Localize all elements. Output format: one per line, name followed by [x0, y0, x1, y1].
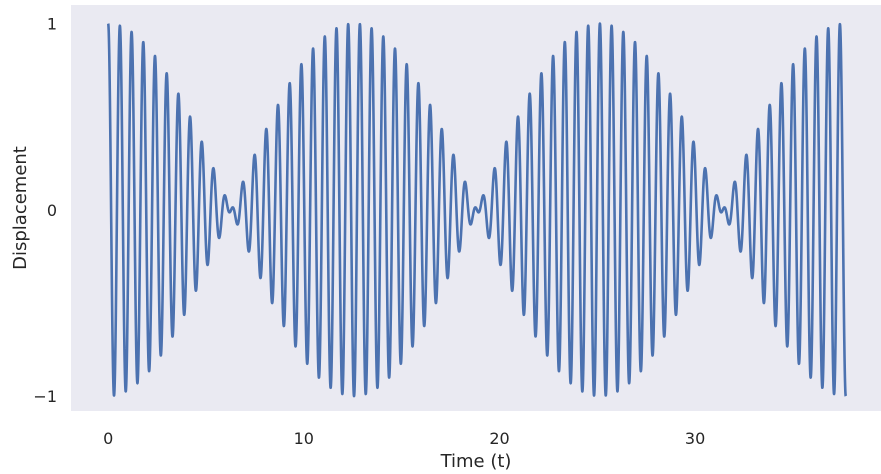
series-line-1: [106, 22, 847, 398]
x-tick-label: 0: [103, 429, 113, 448]
x-tick-label: 20: [489, 429, 509, 448]
x-tick-label: 10: [294, 429, 314, 448]
series-layer: [106, 22, 847, 398]
x-axis-label: Time (t): [440, 451, 512, 472]
y-tick-label: 1: [47, 15, 57, 34]
y-tick-label: −1: [33, 387, 57, 406]
x-tick-label: 30: [685, 429, 705, 448]
y-axis-label: Displacement: [10, 146, 31, 270]
y-axis-ticks: −1 0 1: [33, 15, 57, 407]
x-axis-ticks: 0 10 20 30: [103, 429, 705, 448]
y-tick-label: 0: [47, 201, 57, 220]
